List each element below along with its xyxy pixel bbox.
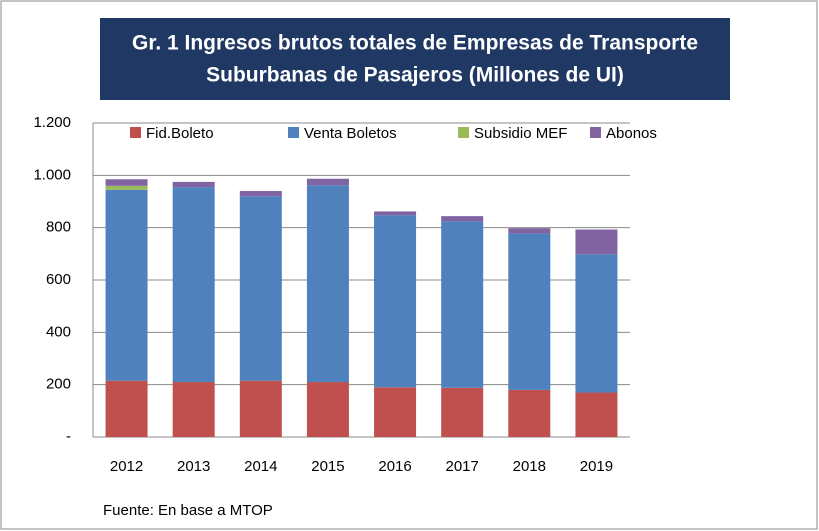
source: Fuente: En base a MTOP [103, 502, 273, 519]
bar-segment [105, 185, 148, 190]
y-tick-label: - [66, 428, 71, 445]
bar-segment [239, 191, 282, 197]
bar-segment [441, 216, 484, 222]
x-tick-label: 2012 [110, 458, 143, 475]
y-tick-label: 800 [46, 219, 71, 236]
bar-segment [239, 380, 282, 437]
bar-segment [105, 179, 148, 186]
x-tick-label: 2017 [446, 458, 479, 475]
bar-segment [575, 392, 618, 437]
title-box [100, 18, 730, 100]
y-tick-label: 600 [46, 271, 71, 288]
bar-segment [374, 211, 417, 216]
bar-segment [306, 178, 349, 186]
bar-segment [441, 221, 484, 388]
chart-title: Gr. 1 Ingresos brutos totales de Empresa… [132, 32, 698, 55]
legend-swatch [130, 127, 141, 138]
bar-segment [105, 189, 148, 381]
bar-segment [374, 215, 417, 388]
x-tick-label: 2018 [513, 458, 546, 475]
bar-segment [508, 228, 551, 234]
bar-segment [172, 382, 215, 437]
legend-swatch [288, 127, 299, 138]
bar-segment [306, 382, 349, 437]
bar-segment [306, 185, 349, 383]
bar-segment [374, 387, 417, 437]
bar-segment [105, 380, 148, 437]
bar-segment [575, 229, 618, 255]
legend-label: Venta Boletos [304, 125, 397, 142]
y-tick-label: 1.200 [33, 114, 71, 131]
legend-label: Subsidio MEF [474, 125, 567, 142]
bar-segment [575, 254, 618, 393]
y-tick-label: 1.000 [33, 166, 71, 183]
legend-label: Abonos [606, 125, 657, 142]
x-tick-label: 2016 [378, 458, 411, 475]
x-tick-label: 2013 [177, 458, 210, 475]
bar-segment [172, 187, 215, 383]
legend-label: Fid.Boleto [146, 125, 214, 142]
legend-swatch [590, 127, 601, 138]
y-tick-label: 200 [46, 376, 71, 393]
x-tick-label: 2019 [580, 458, 613, 475]
x-tick-label: 2014 [244, 458, 277, 475]
bar-segment [441, 387, 484, 437]
chart-title: Suburbanas de Pasajeros (Millones de UI) [206, 64, 624, 87]
bar-segment [239, 196, 282, 381]
x-tick-label: 2015 [311, 458, 344, 475]
y-tick-label: 400 [46, 323, 71, 340]
bar-segment [172, 181, 215, 188]
bar-segment [508, 233, 551, 390]
legend-swatch [458, 127, 469, 138]
bar-segment [508, 389, 551, 437]
